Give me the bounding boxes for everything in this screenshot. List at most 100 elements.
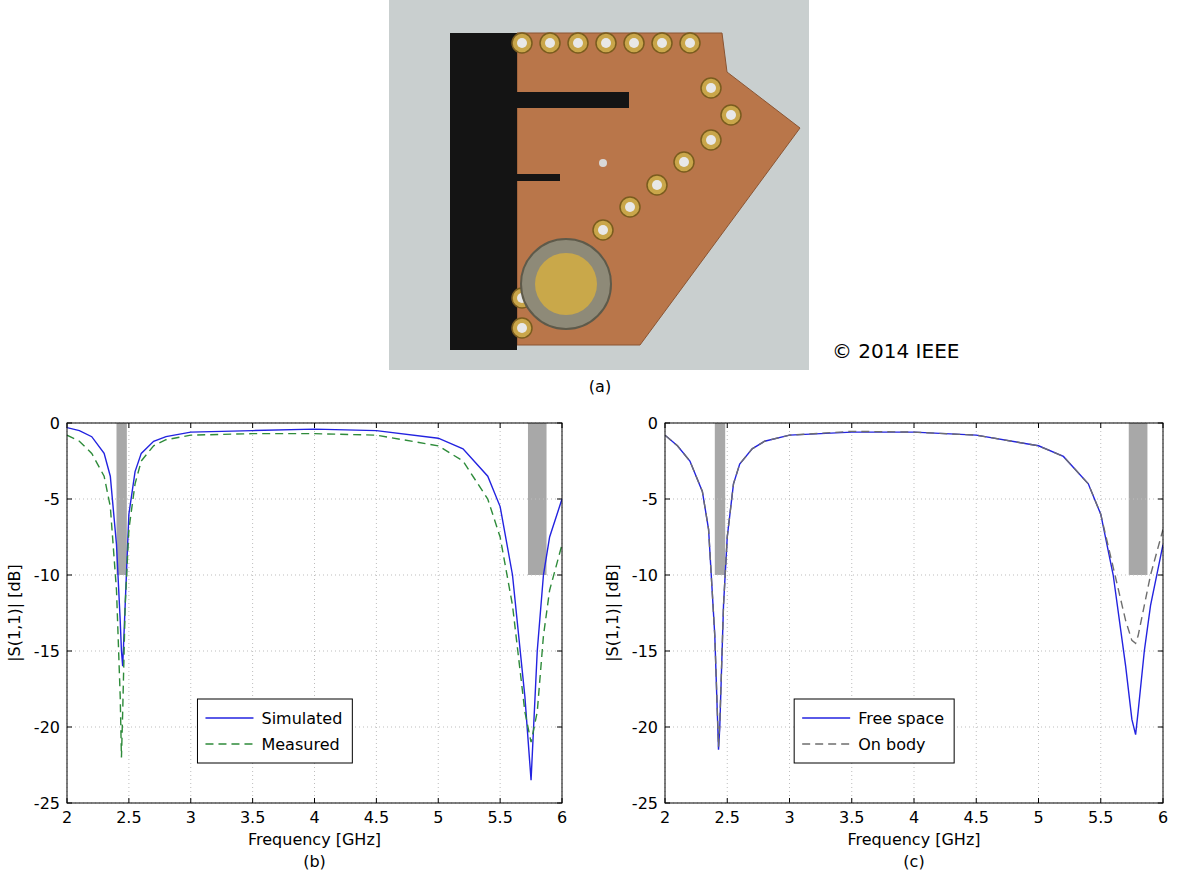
tick: [500, 423, 501, 428]
y-axis-title: |S(1,1)| [dB]: [5, 564, 24, 662]
tick: [190, 423, 191, 428]
eyelet: [620, 197, 640, 217]
tick-label: -25: [632, 794, 658, 813]
bands: [715, 423, 1148, 575]
y-axis-title: |S(1,1)| [dB]: [603, 564, 622, 662]
tick-label: -15: [34, 642, 60, 661]
tick: [376, 798, 377, 803]
series-group: [67, 428, 562, 781]
tick: [438, 798, 439, 803]
tick-label: 4: [309, 808, 319, 827]
eyelet-hole: [652, 180, 662, 190]
legend-label: Simulated: [261, 709, 342, 728]
tick-label: 4: [909, 808, 919, 827]
tick-label: 2: [660, 808, 670, 827]
eyelet-hole: [601, 38, 611, 48]
legend-label: Free space: [858, 709, 944, 728]
eyelet-hole: [598, 225, 608, 235]
eyelet: [721, 105, 741, 125]
grid-line: [665, 651, 1163, 652]
tick: [914, 798, 915, 803]
coin-center: [535, 253, 597, 315]
grid-line: [500, 423, 501, 803]
tick-label: 2: [62, 808, 72, 827]
eyelet: [701, 130, 721, 150]
tick-label: 3.5: [839, 808, 864, 827]
tick-label: 5.5: [1088, 808, 1113, 827]
grid-line: [1100, 423, 1101, 803]
tick: [128, 798, 129, 803]
tick: [314, 423, 315, 428]
tick-label: 4.5: [964, 808, 989, 827]
eyelet-hole: [625, 202, 635, 212]
tick: [665, 651, 670, 652]
tick: [314, 798, 315, 803]
grid-line: [727, 423, 728, 803]
tick-label: -10: [34, 566, 60, 585]
eyelet: [512, 33, 532, 53]
eyelet-hole: [517, 323, 527, 333]
tick-label: 4.5: [364, 808, 389, 827]
eyelet: [596, 33, 616, 53]
tick: [789, 423, 790, 428]
series-line: [67, 428, 562, 781]
eyelet-hole: [657, 38, 667, 48]
tick-label: 0: [648, 414, 658, 433]
tick: [557, 575, 562, 576]
slot: [517, 174, 560, 181]
tick-label: 5: [433, 808, 443, 827]
slot: [517, 92, 629, 108]
tick: [252, 798, 253, 803]
tick: [67, 651, 72, 652]
tick-label: 2.5: [715, 808, 740, 827]
legend-label: On body: [858, 735, 925, 754]
legend-label: Measured: [261, 735, 339, 754]
grid-line: [976, 423, 977, 803]
eyelet: [568, 33, 588, 53]
tick: [665, 727, 670, 728]
eyelet: [680, 33, 700, 53]
tick-label: 5: [1033, 808, 1043, 827]
tick-label: -20: [34, 718, 60, 737]
eyelet: [674, 152, 694, 172]
eyelet: [512, 318, 532, 338]
copper-patch: [517, 33, 800, 345]
tick-label: -5: [44, 490, 60, 509]
tick: [1100, 798, 1101, 803]
eyelet: [701, 78, 721, 98]
tick: [67, 499, 72, 500]
panel-label: (c): [903, 852, 924, 871]
tick: [665, 575, 670, 576]
legend-swatch: [802, 717, 850, 718]
plot-area: [665, 423, 1163, 803]
tick: [851, 423, 852, 428]
grid-line: [665, 575, 1163, 576]
tick: [914, 423, 915, 428]
tick: [1038, 798, 1039, 803]
legend-box: [794, 699, 954, 763]
eyelet-hole: [629, 38, 639, 48]
tick: [851, 798, 852, 803]
legend: Free space On body: [794, 699, 954, 763]
eyelet-hole: [517, 38, 527, 48]
tick: [128, 423, 129, 428]
x-axis-title: Frequency [GHz]: [248, 830, 381, 849]
tick: [1158, 651, 1163, 652]
tick: [557, 651, 562, 652]
tick: [976, 798, 977, 803]
tick: [789, 798, 790, 803]
plot-frame: [665, 423, 1163, 803]
tick-label: 2.5: [116, 808, 141, 827]
tick: [1038, 423, 1039, 428]
legend: Simulated Measured: [197, 699, 352, 763]
band: [715, 423, 725, 575]
felt-substrate: [450, 33, 517, 350]
tick: [376, 423, 377, 428]
tick: [557, 727, 562, 728]
eyelet: [540, 33, 560, 53]
tick-label: -15: [632, 642, 658, 661]
tick: [1158, 727, 1163, 728]
tick-label: 3.5: [240, 808, 265, 827]
grid-line: [67, 651, 562, 652]
grid-line: [665, 499, 1163, 500]
